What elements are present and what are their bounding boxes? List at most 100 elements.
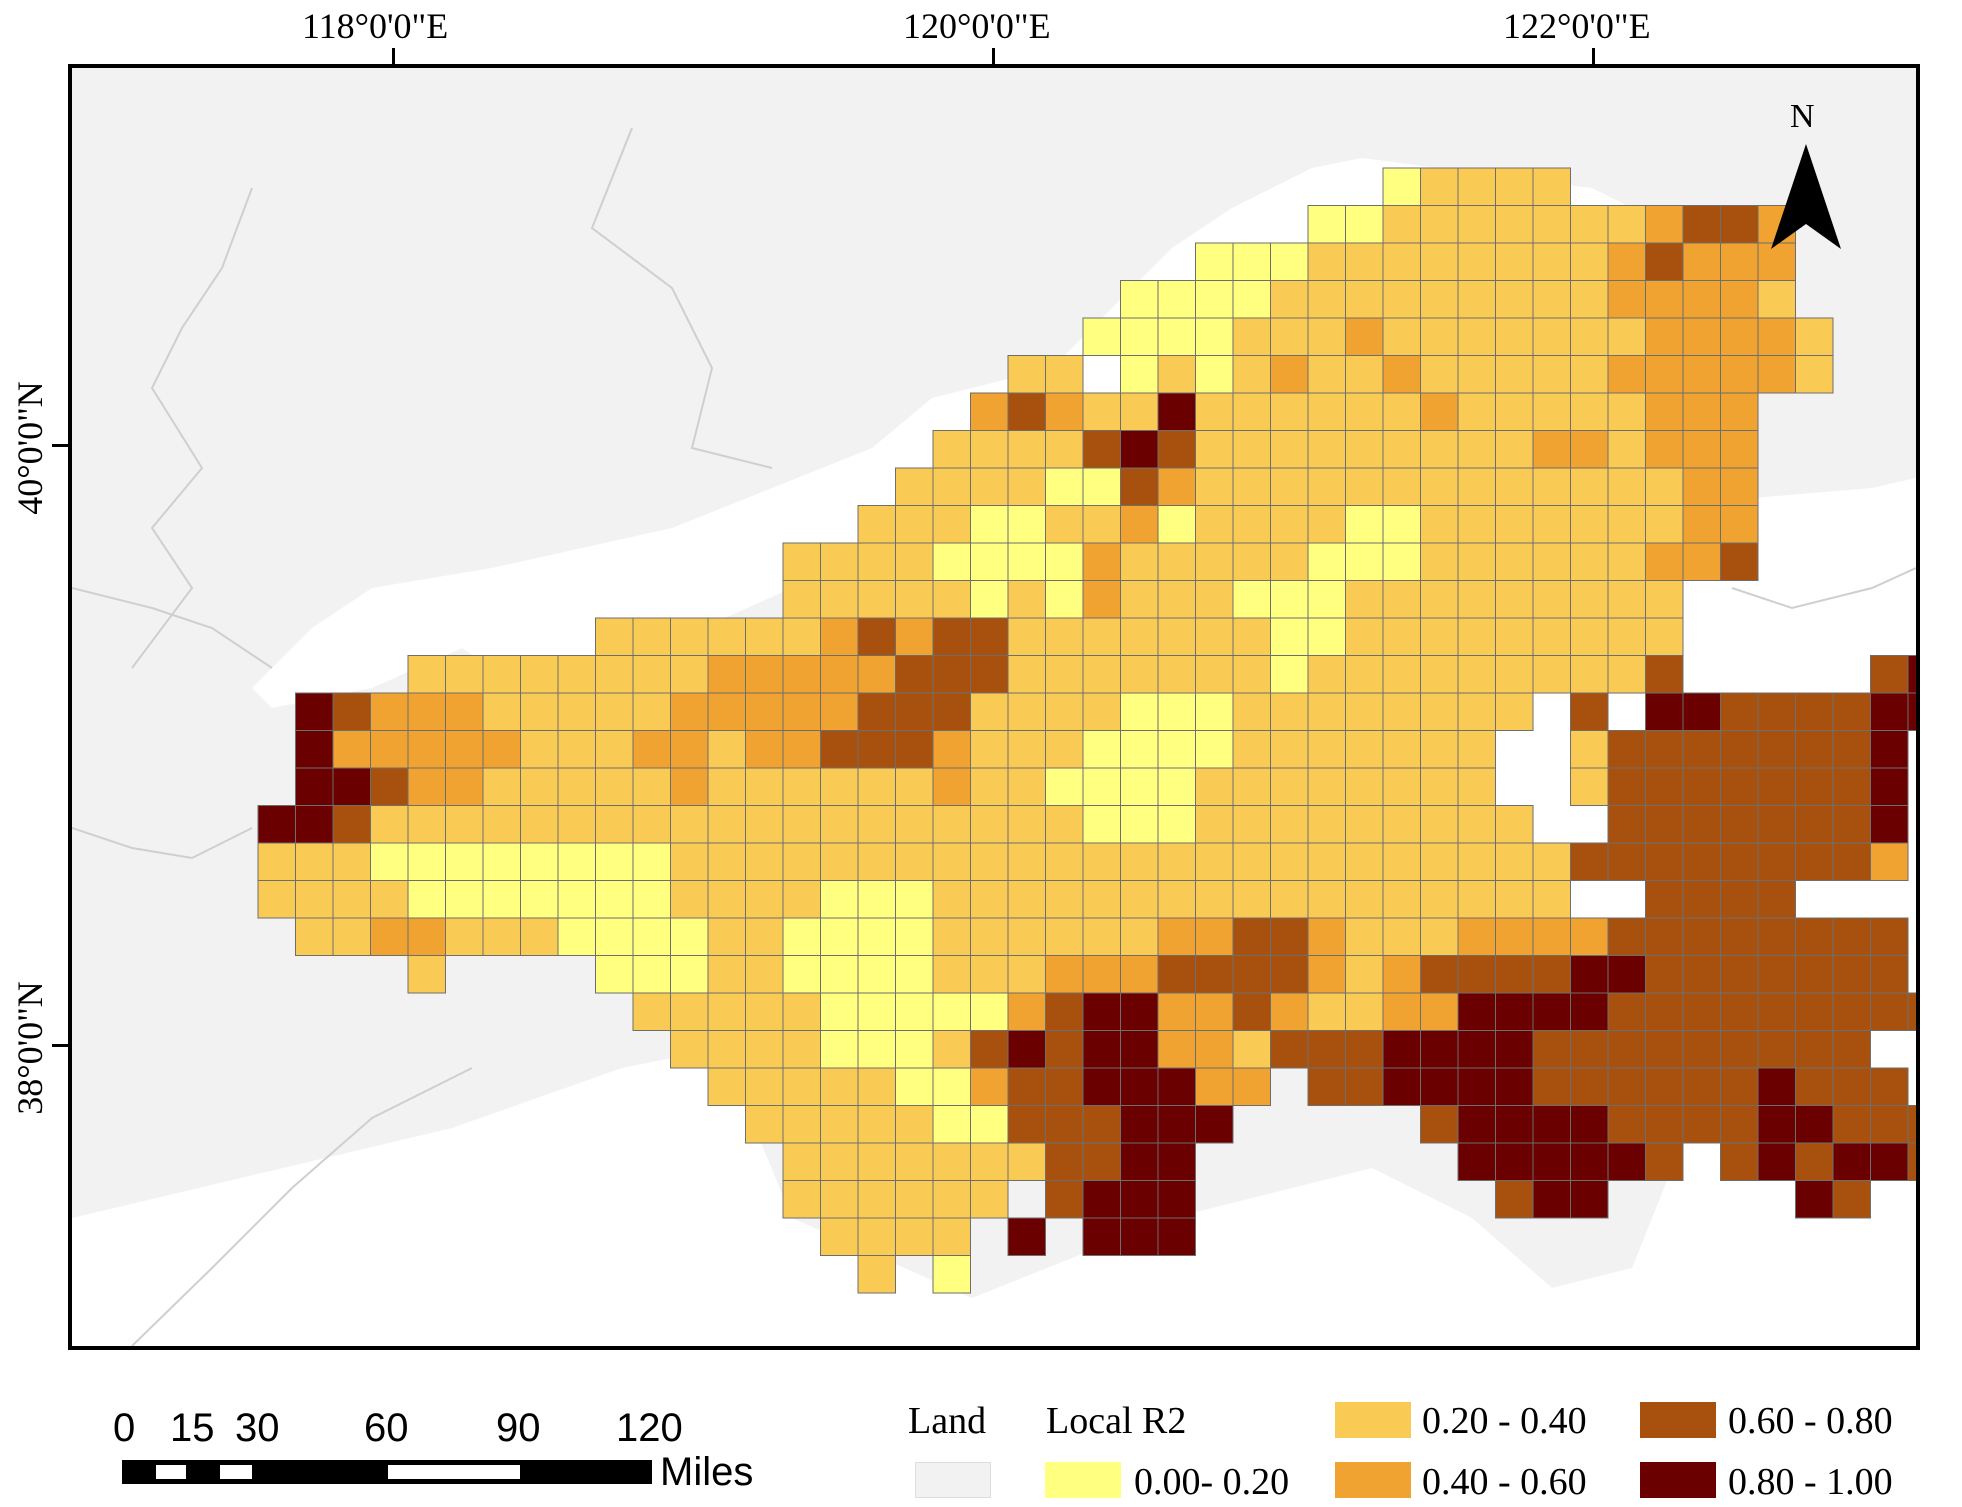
- grid-cell: [1007, 580, 1046, 619]
- grid-cell: [932, 430, 971, 469]
- grid-cell: [332, 767, 371, 806]
- grid-cell: [1082, 317, 1121, 356]
- grid-cell: [1307, 392, 1346, 431]
- grid-cell: [1607, 767, 1646, 806]
- grid-cell: [1457, 392, 1496, 431]
- grid-cell: [1232, 317, 1271, 356]
- grid-cell: [557, 805, 596, 844]
- grid-cell: [632, 692, 671, 731]
- grid-cell: [1345, 355, 1384, 394]
- grid-cell: [1045, 1030, 1084, 1069]
- grid-cell: [1870, 992, 1909, 1031]
- grid-cell: [257, 805, 296, 844]
- grid-cell: [1570, 1105, 1609, 1144]
- grid-cell: [1420, 617, 1459, 656]
- grid-cell: [370, 730, 409, 769]
- grid-cell: [1195, 1030, 1234, 1069]
- grid-cell: [932, 805, 971, 844]
- grid-cell: [1120, 280, 1159, 319]
- grid-cell: [820, 1180, 859, 1219]
- grid-cell: [932, 1217, 971, 1256]
- grid-cell: [1795, 692, 1834, 731]
- grid-cell: [1307, 917, 1346, 956]
- grid-cell: [445, 767, 484, 806]
- grid-cell: [1420, 880, 1459, 919]
- grid-cell: [1195, 955, 1234, 994]
- grid-cell: [1195, 317, 1234, 356]
- grid-cell: [895, 1067, 934, 1106]
- grid-cell: [1420, 317, 1459, 356]
- grid-cell: [1570, 692, 1609, 731]
- grid-cell: [1682, 805, 1721, 844]
- grid-cell: [1420, 655, 1459, 694]
- grid-cell: [1495, 167, 1534, 206]
- grid-cell: [1457, 580, 1496, 619]
- grid-cell: [1082, 1105, 1121, 1144]
- legend-title: Local R2: [1046, 1400, 1187, 1442]
- grid-cell: [1495, 205, 1534, 244]
- grid-cell: [1757, 1105, 1796, 1144]
- grid-cell: [1570, 655, 1609, 694]
- grid-cell: [857, 880, 896, 919]
- grid-cell: [1682, 242, 1721, 281]
- grid-cell: [1532, 1142, 1571, 1181]
- grid-cell: [407, 842, 446, 881]
- grid-cell: [1532, 317, 1571, 356]
- grid-cell: [1382, 730, 1421, 769]
- grid-cell: [1120, 317, 1159, 356]
- grid-cell: [1532, 880, 1571, 919]
- grid-cell: [745, 617, 784, 656]
- grid-cell: [1157, 430, 1196, 469]
- grid-cell: [857, 955, 896, 994]
- legend-land-label: Land: [908, 1400, 987, 1442]
- grid-cell: [932, 1255, 971, 1294]
- grid-cell: [632, 805, 671, 844]
- grid-cell: [782, 1180, 821, 1219]
- grid-cell: [557, 655, 596, 694]
- grid-cell: [1270, 542, 1309, 581]
- grid-cell: [1157, 842, 1196, 881]
- grid-cell: [707, 1030, 746, 1069]
- grid-cell: [895, 842, 934, 881]
- grid-cell: [670, 842, 709, 881]
- grid-cell: [1120, 1067, 1159, 1106]
- grid-cell: [1645, 542, 1684, 581]
- grid-cell: [1270, 655, 1309, 694]
- grid-cell: [1307, 242, 1346, 281]
- grid-cell: [1645, 992, 1684, 1031]
- grid-cell: [1195, 430, 1234, 469]
- grid-cell: [1045, 1067, 1084, 1106]
- grid-cell: [1007, 467, 1046, 506]
- grid-cell: [1382, 167, 1421, 206]
- grid-cell: [1307, 805, 1346, 844]
- grid-cell: [707, 992, 746, 1031]
- grid-cell: [1120, 617, 1159, 656]
- grid-cell: [1007, 955, 1046, 994]
- grid-cell: [1270, 917, 1309, 956]
- grid-cell: [407, 655, 446, 694]
- grid-cell: [1082, 1142, 1121, 1181]
- grid-cell: [1645, 392, 1684, 431]
- grid-cell: [1120, 505, 1159, 544]
- grid-cell: [1907, 692, 1916, 731]
- grid-cell: [745, 805, 784, 844]
- grid-cell: [1232, 805, 1271, 844]
- grid-cell: [520, 842, 559, 881]
- lon-label-122: 122°0'0"E: [1503, 6, 1651, 46]
- grid-cell: [1532, 580, 1571, 619]
- grid-cell: [332, 880, 371, 919]
- grid-cell: [1457, 505, 1496, 544]
- grid-cell: [1645, 730, 1684, 769]
- grid-cell: [932, 1180, 971, 1219]
- grid-cell: [857, 1067, 896, 1106]
- grid-cell: [1345, 242, 1384, 281]
- grid-cell: [1007, 880, 1046, 919]
- grid-cell: [1120, 1217, 1159, 1256]
- grid-cell: [1120, 1105, 1159, 1144]
- grid-cell: [1682, 392, 1721, 431]
- grid-cell: [1195, 842, 1234, 881]
- grid-cell: [1045, 692, 1084, 731]
- grid-cell: [1045, 1142, 1084, 1181]
- grid-cell: [1720, 1105, 1759, 1144]
- grid-cell: [1757, 355, 1796, 394]
